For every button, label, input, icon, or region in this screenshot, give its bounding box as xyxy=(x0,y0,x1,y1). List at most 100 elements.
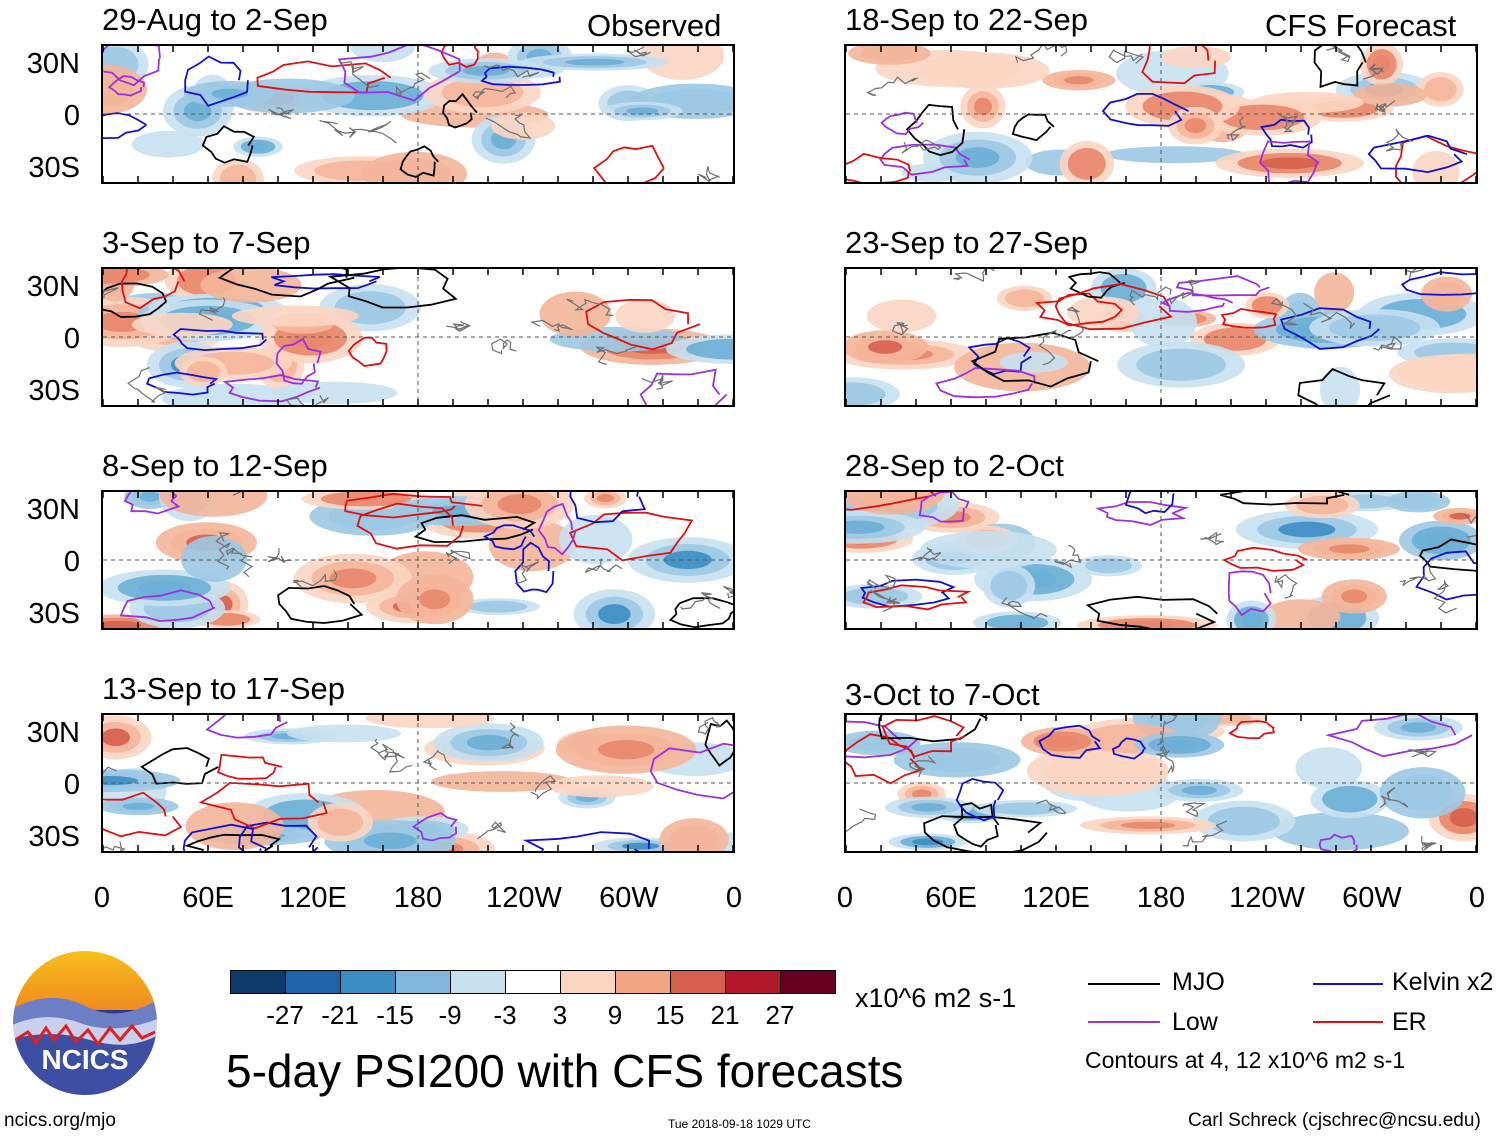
lon-label-left-120e: 120E xyxy=(279,882,347,914)
contour-line xyxy=(846,152,912,182)
contour-line xyxy=(879,143,971,176)
contour-line xyxy=(119,589,216,623)
coastline xyxy=(1303,302,1355,329)
contour-line xyxy=(1367,134,1468,174)
footer-timestamp: Tue 2018-09-18 1029 UTC xyxy=(668,1117,811,1131)
colorbar-swatch xyxy=(725,970,781,994)
lat-label-30n-r3: 30N xyxy=(26,494,80,526)
coastline xyxy=(626,46,651,58)
contour-line xyxy=(222,374,321,403)
anomaly-blob xyxy=(846,520,885,534)
coastline xyxy=(566,298,614,317)
coastline xyxy=(225,547,254,578)
contour-line xyxy=(1038,724,1102,759)
coastline xyxy=(1362,63,1384,80)
colorbar-tick-label: -15 xyxy=(376,1000,414,1030)
map-field xyxy=(103,269,733,405)
contour-line xyxy=(1160,292,1234,313)
anomaly-blob xyxy=(271,381,398,405)
contour-line xyxy=(205,715,288,739)
legend-label-er: ER xyxy=(1392,1008,1427,1036)
anomaly-blob xyxy=(1066,296,1140,329)
contour-line xyxy=(140,747,219,785)
anomaly-blob xyxy=(598,740,655,760)
anomaly-blob xyxy=(419,589,451,610)
contour-line xyxy=(399,145,439,178)
panel-title-obs-3: 8-Sep to 12-Sep xyxy=(102,448,328,483)
map-field xyxy=(846,269,1476,405)
map-panel-fc-4 xyxy=(844,713,1478,853)
coastline xyxy=(723,585,733,599)
anomaly-blob xyxy=(131,130,205,158)
contour-line xyxy=(201,125,256,164)
anomaly-blob xyxy=(596,494,615,503)
contour-line xyxy=(103,46,161,87)
anomaly-blob xyxy=(911,803,947,812)
anomaly-blob xyxy=(559,514,633,565)
coastline xyxy=(1276,112,1299,133)
anomaly-blob xyxy=(1261,599,1341,628)
anomaly-blob xyxy=(1184,118,1207,134)
coastline xyxy=(369,738,405,759)
footer-url: ncics.org/mjo xyxy=(4,1110,116,1131)
anomaly-blob xyxy=(1129,297,1198,348)
contour-line xyxy=(347,336,388,367)
contour-line xyxy=(1175,275,1270,297)
coastline xyxy=(319,119,357,139)
contour-line xyxy=(970,331,1099,388)
colorbar-tick-label: -9 xyxy=(438,1000,462,1030)
colorbar-swatch xyxy=(395,970,451,994)
anomaly-blob xyxy=(1064,76,1094,85)
anomaly-blob xyxy=(1136,348,1226,381)
colorbar-tick-label: -3 xyxy=(493,1000,517,1030)
coastline xyxy=(846,808,877,833)
anomaly-blob xyxy=(1392,774,1453,811)
anomaly-blob xyxy=(488,519,576,572)
anomaly-blob xyxy=(919,530,1057,569)
coastline xyxy=(268,107,294,120)
contour-line xyxy=(846,492,937,511)
contour-line xyxy=(1418,538,1476,572)
coastline xyxy=(1014,46,1068,63)
map-field xyxy=(103,715,733,851)
contour-line xyxy=(217,753,283,780)
anomaly-blob xyxy=(1341,589,1368,604)
anomaly-blob xyxy=(139,492,161,502)
anomaly-blob xyxy=(539,291,612,337)
coastline xyxy=(1408,749,1438,758)
colorbar-tick-label: 27 xyxy=(765,1000,795,1030)
anomaly-blob xyxy=(686,338,733,360)
coastline xyxy=(1465,514,1476,538)
contour-line xyxy=(440,46,480,68)
contour-line xyxy=(639,368,728,405)
anomaly-blob xyxy=(365,715,495,729)
anomaly-blob xyxy=(1388,354,1476,394)
coastline xyxy=(483,64,540,78)
contour-line xyxy=(482,524,536,551)
contour-line xyxy=(880,111,924,136)
coastline xyxy=(445,549,471,565)
contour-line xyxy=(862,584,972,611)
anomaly-blob xyxy=(248,142,268,151)
anomaly-blob xyxy=(669,824,719,851)
colorbar-tick-label: 9 xyxy=(607,1000,623,1030)
lon-label-left-120w: 120W xyxy=(486,882,562,914)
anomaly-blob xyxy=(621,842,660,850)
lon-label-left-60e: 60E xyxy=(182,882,234,914)
anomaly-blob xyxy=(1005,289,1044,308)
map-panel-obs-1 xyxy=(101,44,735,184)
coastline xyxy=(351,120,397,144)
coastline xyxy=(198,297,226,321)
coastline xyxy=(1168,279,1201,305)
anomaly-blob xyxy=(231,305,360,327)
panel-title-fc-4: 3-Oct to 7-Oct xyxy=(845,677,1040,712)
anomaly-blob xyxy=(159,492,268,517)
coastline xyxy=(529,319,573,332)
contour-line xyxy=(1101,93,1189,127)
contour-line xyxy=(413,514,537,544)
anomaly-blob xyxy=(1085,558,1133,574)
colorbar-tick-label: -27 xyxy=(266,1000,304,1030)
coastline xyxy=(866,574,897,591)
coastline xyxy=(584,558,623,573)
contour-line xyxy=(1325,715,1473,758)
